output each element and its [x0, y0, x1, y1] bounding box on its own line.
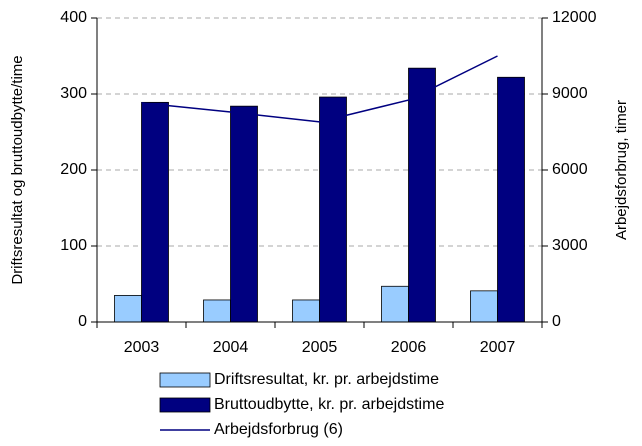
legend-label: Driftsresultat, kr. pr. arbejdstime	[214, 371, 439, 388]
y2-tick-label: 0	[552, 313, 561, 330]
bar	[141, 101, 169, 323]
y2-tick-label: 12000	[552, 9, 597, 26]
legend-swatch	[159, 397, 211, 413]
y-tick-label: 100	[60, 237, 87, 254]
y2-tick-label: 3000	[552, 237, 588, 254]
y-tick-label: 0	[78, 313, 87, 330]
bar	[230, 105, 258, 323]
bar	[319, 96, 347, 323]
x-tick-label: 2006	[391, 339, 427, 356]
y-tick-label: 200	[60, 161, 87, 178]
y-tick-label: 300	[60, 85, 87, 102]
y2-axis-label: Arbejdsforbrug, timer	[613, 100, 630, 240]
x-tick-label: 2007	[480, 339, 516, 356]
bar	[292, 299, 320, 323]
legend-label: Arbejdsforbrug (6)	[214, 421, 343, 438]
bar	[381, 285, 409, 323]
x-tick-label: 2003	[124, 339, 160, 356]
bar	[408, 67, 436, 323]
y2-tick-label: 9000	[552, 85, 588, 102]
bar	[497, 76, 525, 323]
x-tick-label: 2005	[302, 339, 338, 356]
line	[141, 55, 498, 123]
legend-swatch	[159, 372, 211, 388]
legend-label: Bruttoudbytte, kr. pr. arbejdstime	[214, 396, 444, 413]
x-tick-label: 2004	[213, 339, 249, 356]
y2-tick-label: 6000	[552, 161, 588, 178]
bar	[114, 294, 142, 323]
y-tick-label: 400	[60, 9, 87, 26]
bar	[470, 290, 498, 323]
bar	[203, 299, 231, 323]
y-axis-label: Driftsresultat og bruttoudbytte/time	[9, 55, 26, 284]
